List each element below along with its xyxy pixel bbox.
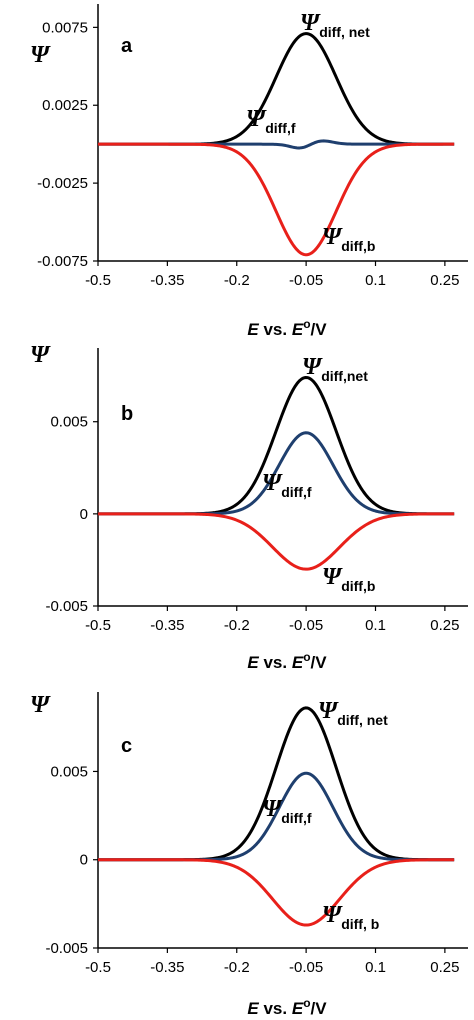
x-tick-label: -0.35 [150,617,184,634]
panel-label: a [121,35,133,57]
y-tick-label: 0.005 [50,414,88,431]
y-tick-label: 0.0075 [42,19,88,36]
y-tick-label: -0.0075 [37,253,88,270]
series-label-net: Ψdiff, net [300,10,370,40]
x-tick-label: -0.2 [224,272,250,289]
panel-b: -0.5 -0.35 -0.2 -0.05 0.1 0.25 0.005 0 -0.005 b Ψ E… [30,342,468,672]
y-tick-label: 0 [80,506,88,523]
y-tick-label: -0.0025 [37,175,88,192]
x-tick-label: -0.05 [289,959,323,976]
series-label-forward: Ψdiff,f [262,796,312,826]
series-line-backward [97,512,455,571]
panel-label: c [121,735,132,757]
x-tick-label: -0.35 [150,959,184,976]
x-tick-label: -0.2 [224,617,250,634]
x-tick-label: 0.25 [430,959,459,976]
x-tick-label: -0.5 [85,272,111,289]
x-tick-label: 0.1 [365,959,386,976]
x-tick-label: 0.1 [365,617,386,634]
x-tick-label: -0.5 [85,617,111,634]
series-line-backward [97,858,455,927]
series-label-net: Ψdiff, net [318,698,388,728]
series-label-forward: Ψdiff,f [262,470,312,500]
x-axis-label: E vs. Eo/V [247,996,327,1018]
x-tick-label: -0.2 [224,959,250,976]
y-axis-label: Ψ [30,692,51,718]
panel-a: -0.5 -0.35 -0.2 -0.05 0.1 0.25 0.0075 0.0025 -0.… [30,4,468,339]
y-tick-label: 0.0025 [42,97,88,114]
x-tick-label: 0.1 [365,272,386,289]
y-tick-label: 0.005 [50,763,88,780]
x-tick-label: -0.5 [85,959,111,976]
y-tick-label: -0.005 [45,940,88,957]
x-tick-label: 0.25 [430,617,459,634]
x-tick-label: 0.25 [430,272,459,289]
panel-c: -0.5 -0.35 -0.2 -0.05 0.1 0.25 0.005 0 -0.005 c Ψ E… [30,692,468,1018]
series-line-backward [97,142,455,257]
series-label-backward: Ψdiff,b [322,564,375,594]
x-axis-label: E vs. Eo/V [247,317,327,339]
x-tick-label: -0.05 [289,617,323,634]
y-axis-label: Ψ [30,42,51,68]
y-tick-label: -0.005 [45,598,88,615]
series-label-backward: Ψdiff, b [322,902,379,932]
panel-label: b [121,403,133,425]
x-tick-label: -0.05 [289,272,323,289]
series-label-forward: Ψdiff,f [246,106,296,136]
series-line-net [97,706,455,862]
series-label-net: Ψdiff,net [302,354,368,384]
series-label-backward: Ψdiff,b [322,224,375,254]
x-axis-label: E vs. Eo/V [247,650,327,672]
y-tick-label: 0 [80,852,88,869]
y-axis-label: Ψ [30,342,51,368]
x-tick-label: -0.35 [150,272,184,289]
